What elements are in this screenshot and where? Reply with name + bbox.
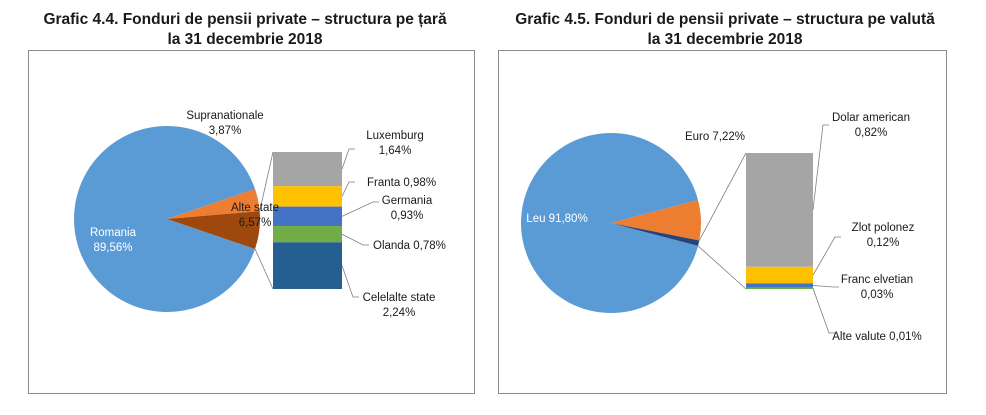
pie-slice-alte-state bbox=[167, 211, 260, 249]
pie-of-pie-chart-currency: Leu 91,80% Euro 7,22% Dolar american 0,82% Z… bbox=[521, 112, 922, 343]
pie-of-pie-chart-country: Romania 89,56% Supranationale 3,87% Alte sta… bbox=[74, 110, 446, 319]
connector-line bbox=[698, 152, 747, 241]
bar-segment-alte-valute bbox=[746, 287, 813, 289]
bar-segment-franc-elvetian bbox=[746, 283, 813, 288]
slice-label-alte-state: Alte state 6,57% bbox=[231, 202, 279, 229]
leader-line bbox=[812, 285, 839, 288]
slice-label-euro: Euro 7,22% bbox=[685, 131, 745, 143]
bar-segment-franta bbox=[273, 186, 342, 207]
chart-panel-country: Romania 89,56% Supranationale 3,87% Alte sta… bbox=[28, 50, 475, 394]
slice-label-supranationale: Supranationale 3,87% bbox=[186, 110, 263, 137]
bar-label-olanda: Olanda 0,78% bbox=[373, 240, 446, 252]
slice-label-leu: Leu 91,80% bbox=[526, 213, 587, 225]
pie-slice-alte-valute bbox=[611, 223, 700, 246]
bar-label-alte-valute: Alte valute 0,01% bbox=[832, 331, 922, 343]
bar-segment-germania bbox=[273, 206, 342, 227]
chart-title-line: Grafic 4.5. Fonduri de pensii private – … bbox=[515, 11, 935, 28]
leader-line bbox=[341, 181, 355, 197]
connector-line bbox=[697, 245, 747, 290]
bar-segment-luxemburg bbox=[273, 152, 342, 187]
chart-panel-currency: Leu 91,80% Euro 7,22% Dolar american 0,82% Z… bbox=[498, 50, 947, 394]
leader-line bbox=[341, 265, 359, 298]
bar-segment-dolar-american bbox=[746, 153, 813, 267]
chart-title-line: la 31 decembrie 2018 bbox=[167, 31, 323, 48]
leader-line bbox=[341, 148, 355, 170]
bar-segment-olanda bbox=[273, 226, 342, 243]
bar-label-celelalte-state: Celelalte state 2,24% bbox=[363, 292, 436, 319]
connector-line bbox=[259, 151, 274, 212]
leader-line bbox=[812, 124, 829, 210]
chart-title-currency: Grafic 4.5. Fonduri de pensii private – … bbox=[495, 10, 955, 50]
bar-label-franta: Franta 0,98% bbox=[367, 177, 436, 189]
pie-slice-romania bbox=[74, 125, 256, 312]
bar-label-franc-elvetian: Franc elvetian 0,03% bbox=[841, 274, 913, 301]
pie-slice-supranationale bbox=[167, 189, 260, 219]
pie-slice-euro bbox=[611, 200, 701, 241]
bar-label-zlot-polonez: Zlot polonez 0,12% bbox=[852, 222, 915, 249]
connector-line bbox=[254, 248, 274, 290]
chart-title-line: la 31 decembrie 2018 bbox=[647, 31, 803, 48]
chart-title-country: Grafic 4.4. Fonduri de pensii private – … bbox=[20, 10, 470, 50]
bar-label-dolar-american: Dolar american 0,82% bbox=[832, 112, 910, 139]
leader-line bbox=[812, 236, 841, 276]
bar-segment-celelalte-state bbox=[273, 242, 342, 289]
leader-line bbox=[341, 201, 379, 217]
bar-label-germania: Germania 0,93% bbox=[382, 195, 433, 222]
leader-line bbox=[341, 233, 369, 246]
pie-slice-leu bbox=[521, 133, 699, 313]
chart-title-line: Grafic 4.4. Fonduri de pensii private – … bbox=[43, 11, 447, 28]
bar-label-luxemburg: Luxemburg 1,64% bbox=[366, 130, 424, 157]
leader-line bbox=[812, 288, 835, 334]
bar-segment-zlot-polonez bbox=[746, 266, 813, 284]
slice-label-romania: Romania 89,56% bbox=[90, 227, 137, 254]
